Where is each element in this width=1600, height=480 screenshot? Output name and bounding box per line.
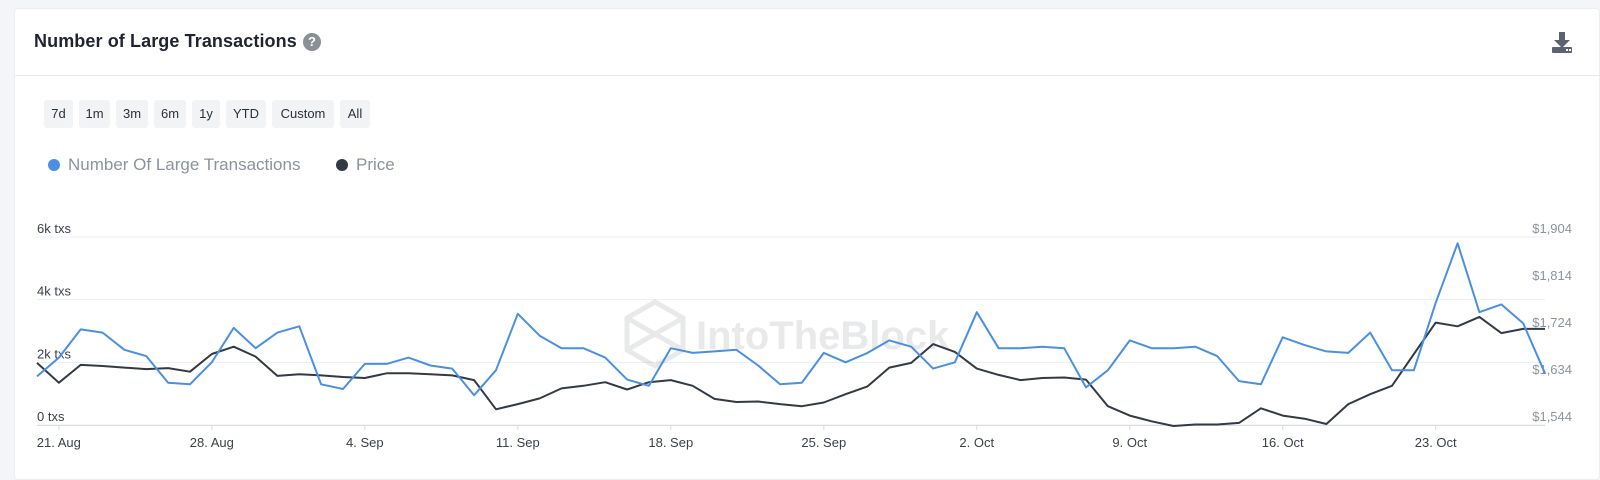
watermark-logo <box>624 299 686 369</box>
chart-card: Number of Large Transactions ? 7d 1m 3m … <box>14 8 1600 480</box>
question-circle-icon[interactable]: ? <box>303 33 321 51</box>
watermark: IntoTheBlock <box>624 299 950 369</box>
x-axis-tick-label: 9. Oct <box>1112 435 1147 450</box>
range-button-7d[interactable]: 7d <box>44 100 73 128</box>
range-button-3m[interactable]: 3m <box>116 100 148 128</box>
x-axis-tick-label: 21. Aug <box>37 435 81 450</box>
legend-label-transactions: Number Of Large Transactions <box>68 155 301 174</box>
right-axis-tick-label: $1,724 <box>1532 315 1572 330</box>
left-axis-tick-label: 2k txs <box>37 346 71 361</box>
legend-item-transactions[interactable]: Number Of Large Transactions <box>48 153 300 177</box>
range-button-custom[interactable]: Custom <box>272 100 334 128</box>
series-line-price[interactable] <box>36 315 1545 427</box>
right-axis-tick-label: $1,814 <box>1532 268 1572 283</box>
legend-dot-price <box>336 159 348 171</box>
left-axis-tick-label: 0 txs <box>37 409 65 424</box>
x-axis-tick-label: 4. Sep <box>346 435 384 450</box>
left-axis-tick-label: 4k txs <box>37 284 71 299</box>
series-layer <box>36 242 1546 427</box>
range-button-all[interactable]: All <box>340 100 370 128</box>
range-button-ytd[interactable]: YTD <box>226 100 266 128</box>
legend-label-price: Price <box>356 155 395 174</box>
legend-item-price[interactable]: Price <box>336 153 395 177</box>
range-button-1m[interactable]: 1m <box>79 100 110 128</box>
x-axis-tick-label: 2. Oct <box>959 435 994 450</box>
chart-title: Number of Large Transactions <box>34 31 297 51</box>
x-axis-tick-label: 16. Oct <box>1262 435 1304 450</box>
left-axis-tick-label: 6k txs <box>37 221 71 236</box>
x-axis-tick-label: 18. Sep <box>648 435 693 450</box>
axis-layer: 0 txs 2k txs 4k txs 6k txs $1,544 $1,634 $1,72… <box>37 221 1572 450</box>
card-header: Number of Large Transactions ? <box>15 9 1599 76</box>
x-axis-tick-label: 23. Oct <box>1415 435 1457 450</box>
x-axis-tick-label: 25. Sep <box>801 435 846 450</box>
right-axis-tick-label: $1,544 <box>1532 409 1572 424</box>
range-button-6m[interactable]: 6m <box>154 100 186 128</box>
right-axis-tick-label: $1,634 <box>1532 362 1572 377</box>
right-axis-tick-label: $1,904 <box>1532 221 1572 236</box>
legend-dot-transactions <box>48 159 60 171</box>
watermark-text: IntoTheBlock <box>696 314 950 358</box>
x-axis-tick-label: 28. Aug <box>190 435 234 450</box>
series-line-transactions[interactable] <box>36 242 1546 397</box>
download-icon[interactable] <box>1551 31 1573 55</box>
range-button-1y[interactable]: 1y <box>192 100 220 128</box>
x-axis-tick-label: 11. Sep <box>496 435 540 450</box>
